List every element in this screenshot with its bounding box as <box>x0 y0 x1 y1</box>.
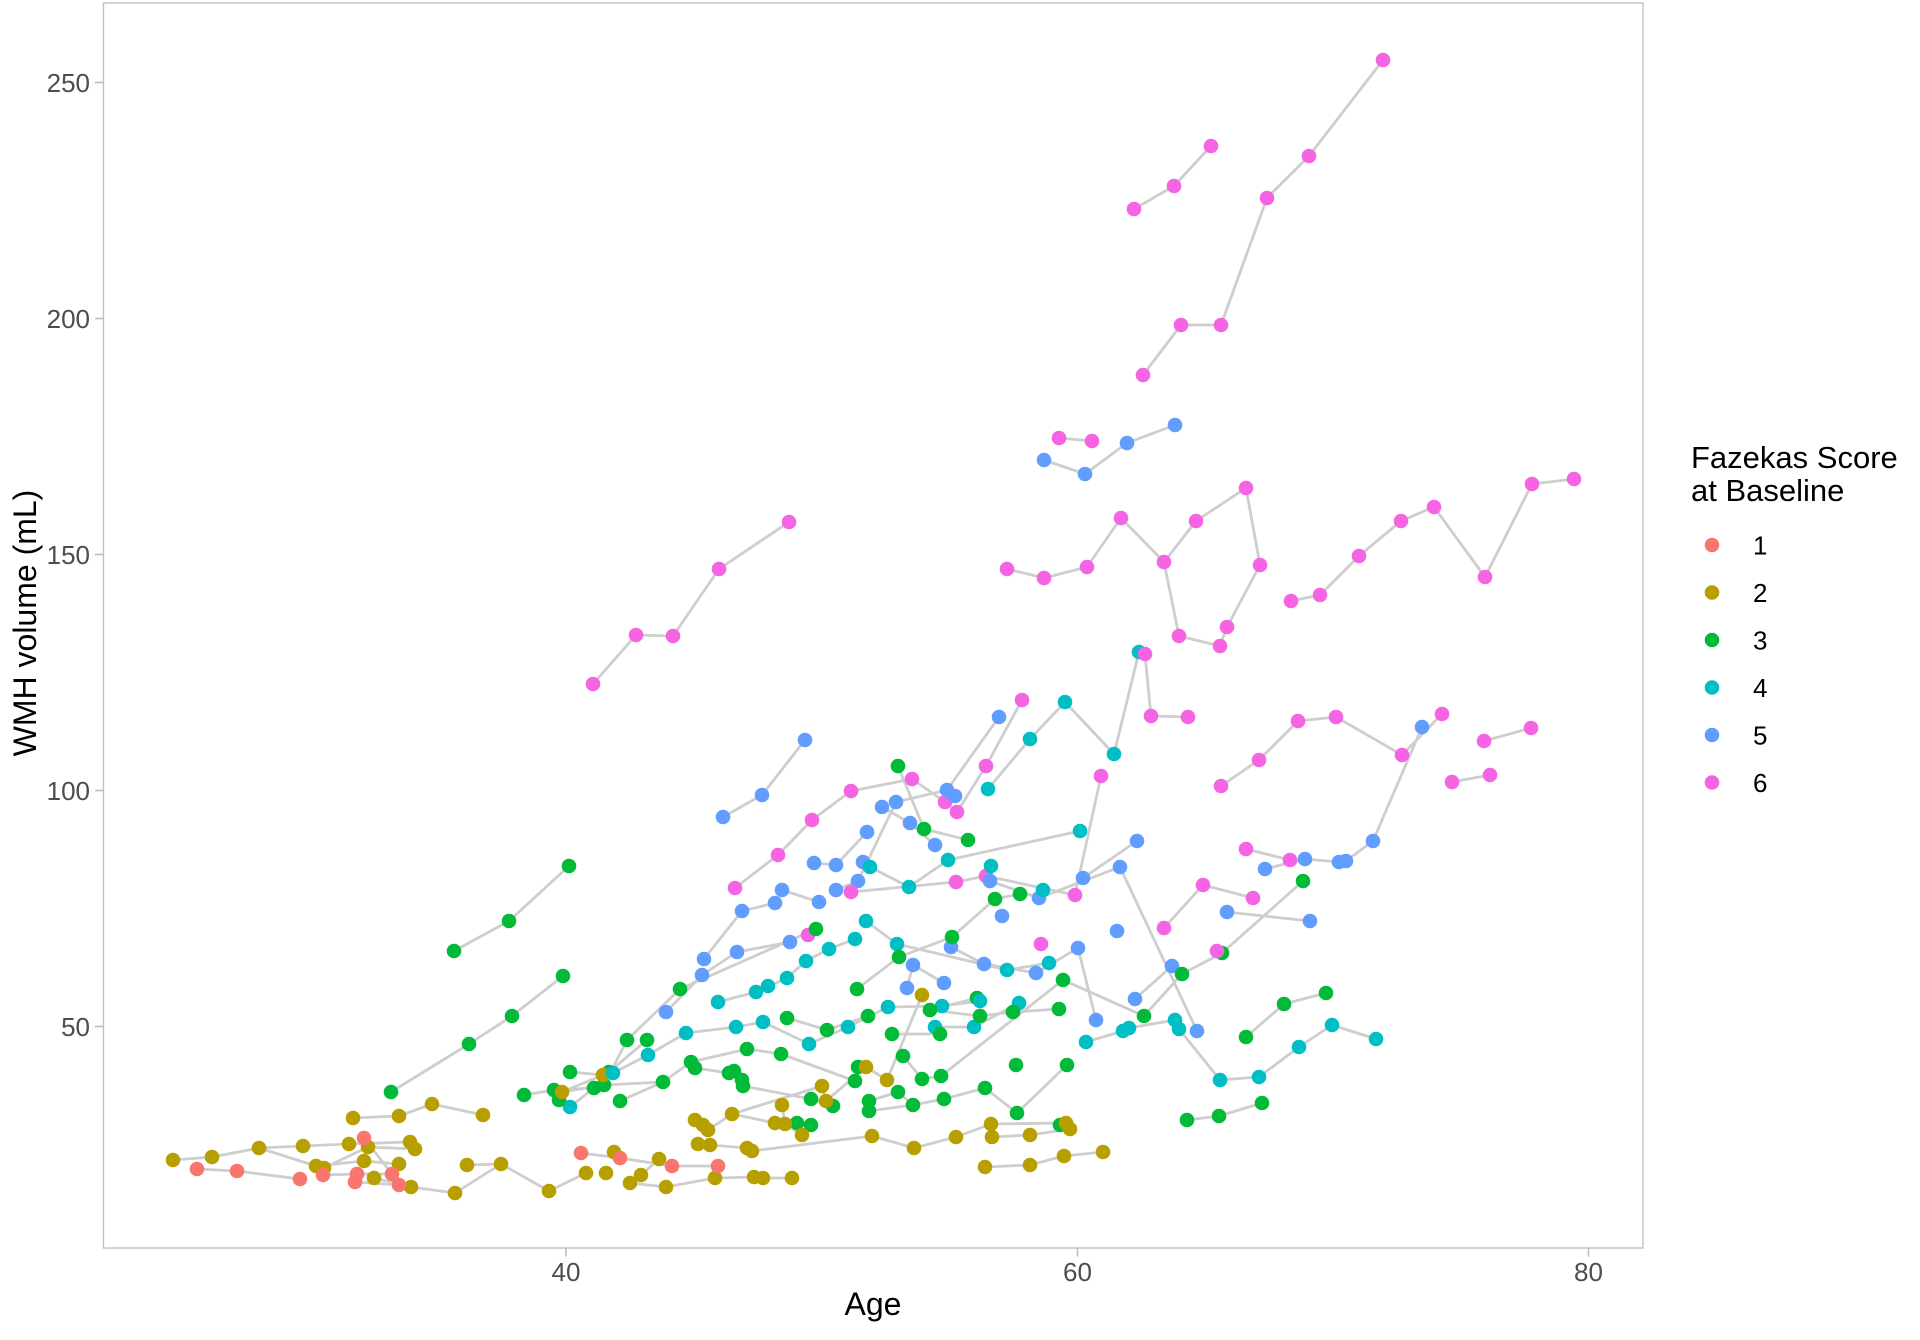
svg-text:80: 80 <box>1574 1257 1603 1287</box>
svg-text:250: 250 <box>47 68 90 98</box>
svg-text:at Baseline: at Baseline <box>1691 473 1844 508</box>
svg-text:150: 150 <box>47 540 90 570</box>
svg-text:6: 6 <box>1753 768 1767 798</box>
svg-text:60: 60 <box>1063 1257 1092 1287</box>
svg-text:3: 3 <box>1753 625 1767 655</box>
svg-text:2: 2 <box>1753 578 1767 608</box>
svg-text:4: 4 <box>1753 673 1767 703</box>
svg-text:100: 100 <box>47 776 90 806</box>
svg-text:50: 50 <box>61 1012 90 1042</box>
svg-text:5: 5 <box>1753 720 1767 750</box>
svg-text:Fazekas Score: Fazekas Score <box>1691 440 1898 475</box>
svg-text:40: 40 <box>552 1257 581 1287</box>
svg-text:WMH volume (mL): WMH volume (mL) <box>7 490 43 757</box>
svg-text:1: 1 <box>1753 530 1767 560</box>
svg-text:Age: Age <box>845 1286 902 1322</box>
svg-text:200: 200 <box>47 304 90 334</box>
